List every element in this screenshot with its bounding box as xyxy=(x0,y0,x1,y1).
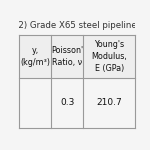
Text: 0.3: 0.3 xyxy=(60,98,74,107)
Bar xyxy=(19,35,135,78)
Text: Poisson'
Ratio, ν: Poisson' Ratio, ν xyxy=(51,46,83,67)
Text: ► 2) Grade X65 steel pipeline pr: ► 2) Grade X65 steel pipeline pr xyxy=(9,21,149,30)
Text: 210.7: 210.7 xyxy=(96,98,122,107)
Text: y,
(kg/m³): y, (kg/m³) xyxy=(20,46,50,67)
Text: Young's
Modulus,
E (GPa): Young's Modulus, E (GPa) xyxy=(91,40,127,73)
